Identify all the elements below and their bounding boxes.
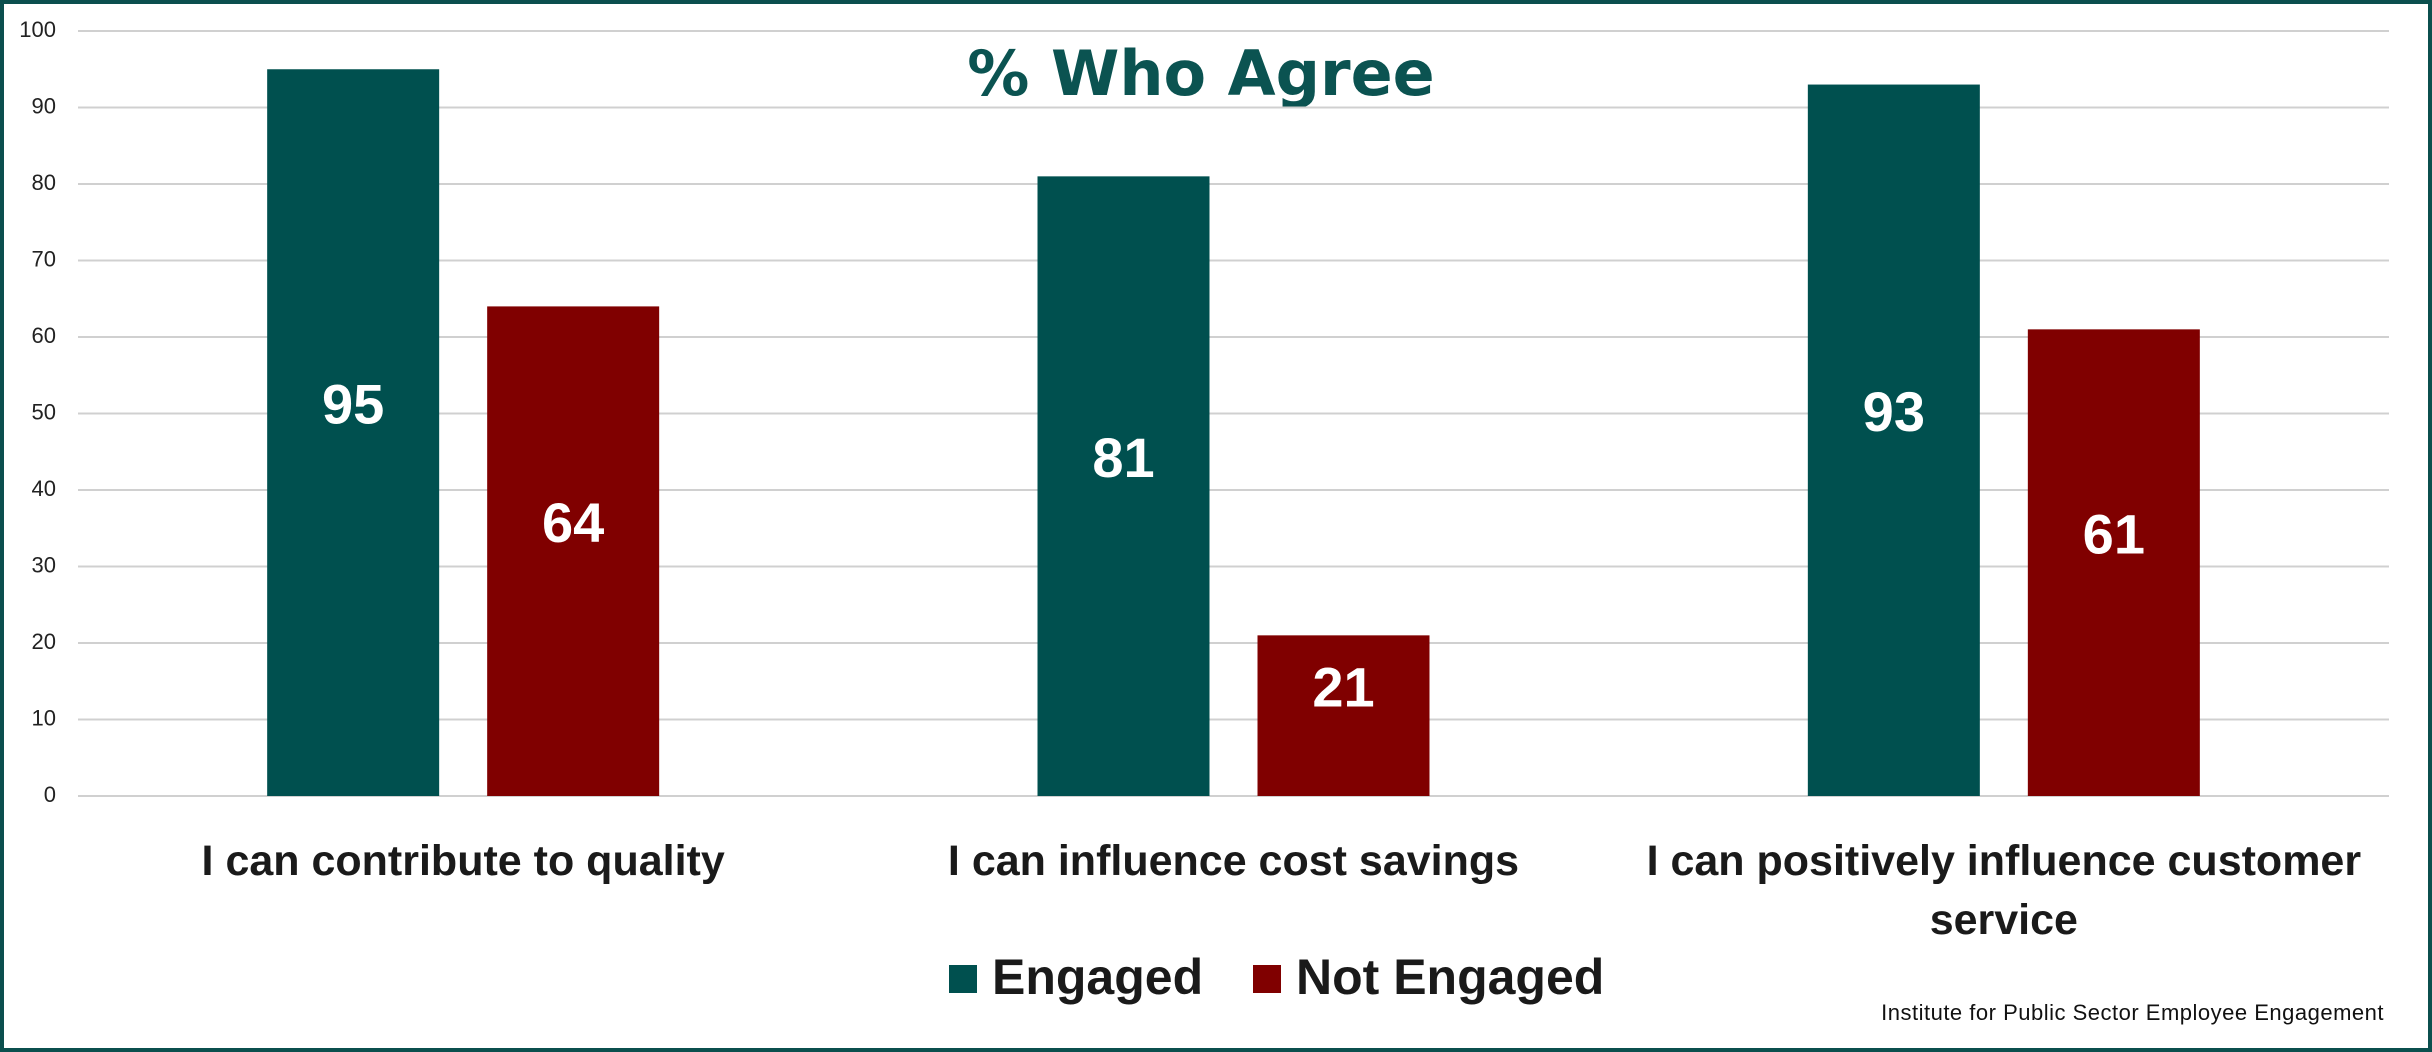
legend-swatch xyxy=(949,965,977,993)
y-tick-label: 0 xyxy=(44,782,56,807)
x-tick-label: I can influence cost savings xyxy=(947,837,1520,885)
legend-label: Engaged xyxy=(992,949,1203,1005)
value-label: 21 xyxy=(1312,655,1374,718)
value-label: 64 xyxy=(542,491,604,554)
bar xyxy=(267,69,440,796)
bar xyxy=(1037,176,1210,797)
y-tick-label: 40 xyxy=(32,476,56,501)
chart: % Who Agree 0 10 20 30 40 50 60 70 80 90 100 95 64 81… xyxy=(19,17,2389,1005)
y-tick-label: 90 xyxy=(32,93,56,118)
bar xyxy=(2027,329,2200,796)
value-label: 95 xyxy=(322,372,384,435)
x-tick-label: I can contribute to quality xyxy=(201,837,725,885)
y-tick-label: 20 xyxy=(32,629,56,654)
y-tick-label: 80 xyxy=(32,170,56,195)
value-label: 93 xyxy=(1863,380,1925,443)
legend-swatch xyxy=(1253,965,1281,993)
x-tick-label: I can positively influence customer serv… xyxy=(1646,837,2362,944)
y-tick-label: 70 xyxy=(32,246,56,271)
value-label: 61 xyxy=(2083,502,2145,565)
y-tick-label: 60 xyxy=(32,323,56,348)
bar xyxy=(1807,84,1980,797)
y-tick-label: 10 xyxy=(32,705,56,730)
chart-title: % Who Agree xyxy=(967,37,1434,110)
legend-label: Not Engaged xyxy=(1296,949,1604,1005)
y-tick-label: 50 xyxy=(32,399,56,424)
y-tick-label: 30 xyxy=(32,552,56,577)
bar xyxy=(1257,635,1430,796)
y-tick-label: 100 xyxy=(19,17,56,42)
value-label: 81 xyxy=(1092,426,1154,489)
bar xyxy=(487,306,660,796)
source-note: Institute for Public Sector Employee Eng… xyxy=(1881,1000,2384,1025)
